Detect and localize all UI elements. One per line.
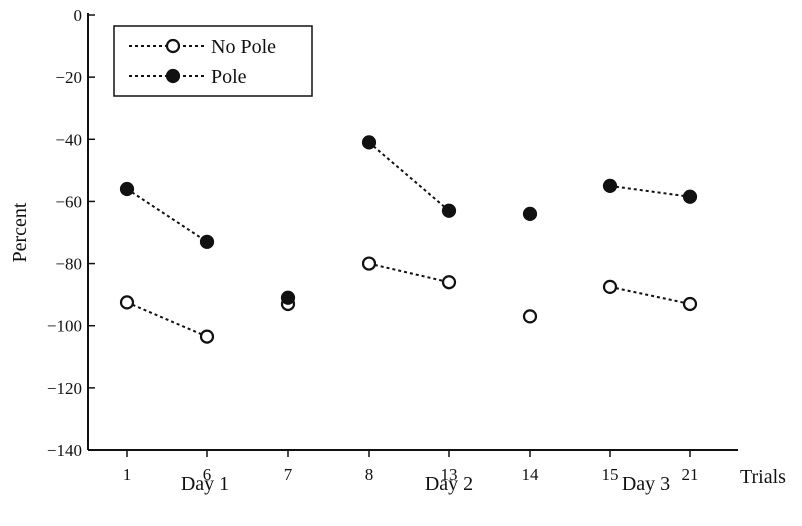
- series-line-pole: [368, 141, 450, 212]
- data-point-no-pole: [119, 295, 135, 310]
- series-points: [119, 135, 698, 344]
- series-lines: [126, 141, 691, 338]
- y-tick-label: −60: [55, 192, 82, 211]
- series-line-pole: [609, 184, 691, 198]
- y-tick-label: −80: [55, 255, 82, 274]
- legend-marker-pole: [165, 68, 181, 84]
- data-point-pole: [119, 181, 135, 197]
- data-point-no-pole: [199, 329, 215, 344]
- series-line-no-pole: [609, 285, 691, 305]
- data-point-no-pole: [361, 256, 377, 271]
- y-axis-ticks: 0 −20 −40 −60 −80 −100 −120 −140: [47, 6, 95, 460]
- legend-item-pole: Pole: [129, 66, 247, 88]
- data-point-pole: [682, 189, 698, 204]
- series-line-pole: [126, 188, 208, 243]
- axes: [87, 13, 738, 451]
- legend: No Pole Pole: [113, 25, 313, 97]
- legend-label-pole: Pole: [211, 66, 247, 88]
- data-point-no-pole: [441, 275, 457, 290]
- y-tick-label: 0: [74, 6, 83, 25]
- data-point-pole: [602, 178, 618, 193]
- data-point-pole: [199, 234, 215, 249]
- data-point-no-pole: [682, 296, 698, 312]
- data-point-pole: [522, 206, 538, 221]
- legend-item-no-pole: No Pole: [129, 36, 276, 58]
- y-tick-label: −20: [55, 68, 82, 87]
- group-label-day-2: Day 2: [425, 473, 473, 495]
- x-tick-label: 13: [441, 465, 458, 484]
- series-line-no-pole: [126, 301, 208, 338]
- data-point-pole: [441, 203, 457, 218]
- x-tick-label: 1: [123, 465, 132, 484]
- y-tick-label: −100: [47, 317, 82, 336]
- y-axis-title: Percent: [9, 202, 31, 262]
- x-axis-title: Trials: [740, 466, 786, 488]
- x-tick-label: 15: [602, 465, 619, 484]
- y-tick-label: −40: [55, 130, 82, 149]
- x-tick-label: 14: [522, 465, 540, 484]
- data-point-pole: [361, 135, 377, 150]
- data-point-no-pole: [602, 279, 618, 294]
- y-tick-label: −120: [47, 379, 82, 398]
- legend-box: [113, 25, 313, 97]
- x-tick-label: 21: [682, 465, 699, 484]
- data-point-pole: [280, 290, 296, 305]
- data-point-no-pole: [522, 309, 538, 324]
- series-line-no-pole: [368, 262, 450, 284]
- group-label-day-3: Day 3: [622, 473, 670, 495]
- group-label-day-1: Day 1: [181, 473, 229, 495]
- x-tick-label: 8: [365, 465, 374, 484]
- legend-label-no-pole: No Pole: [211, 36, 276, 58]
- legend-marker-no-pole: [165, 38, 181, 54]
- y-tick-label: −140: [47, 441, 82, 460]
- x-tick-label: 7: [284, 465, 293, 484]
- x-tick-label: 6: [203, 465, 212, 484]
- x-axis-ticks: 1 6 7 8 13 14 15 21: [123, 450, 699, 484]
